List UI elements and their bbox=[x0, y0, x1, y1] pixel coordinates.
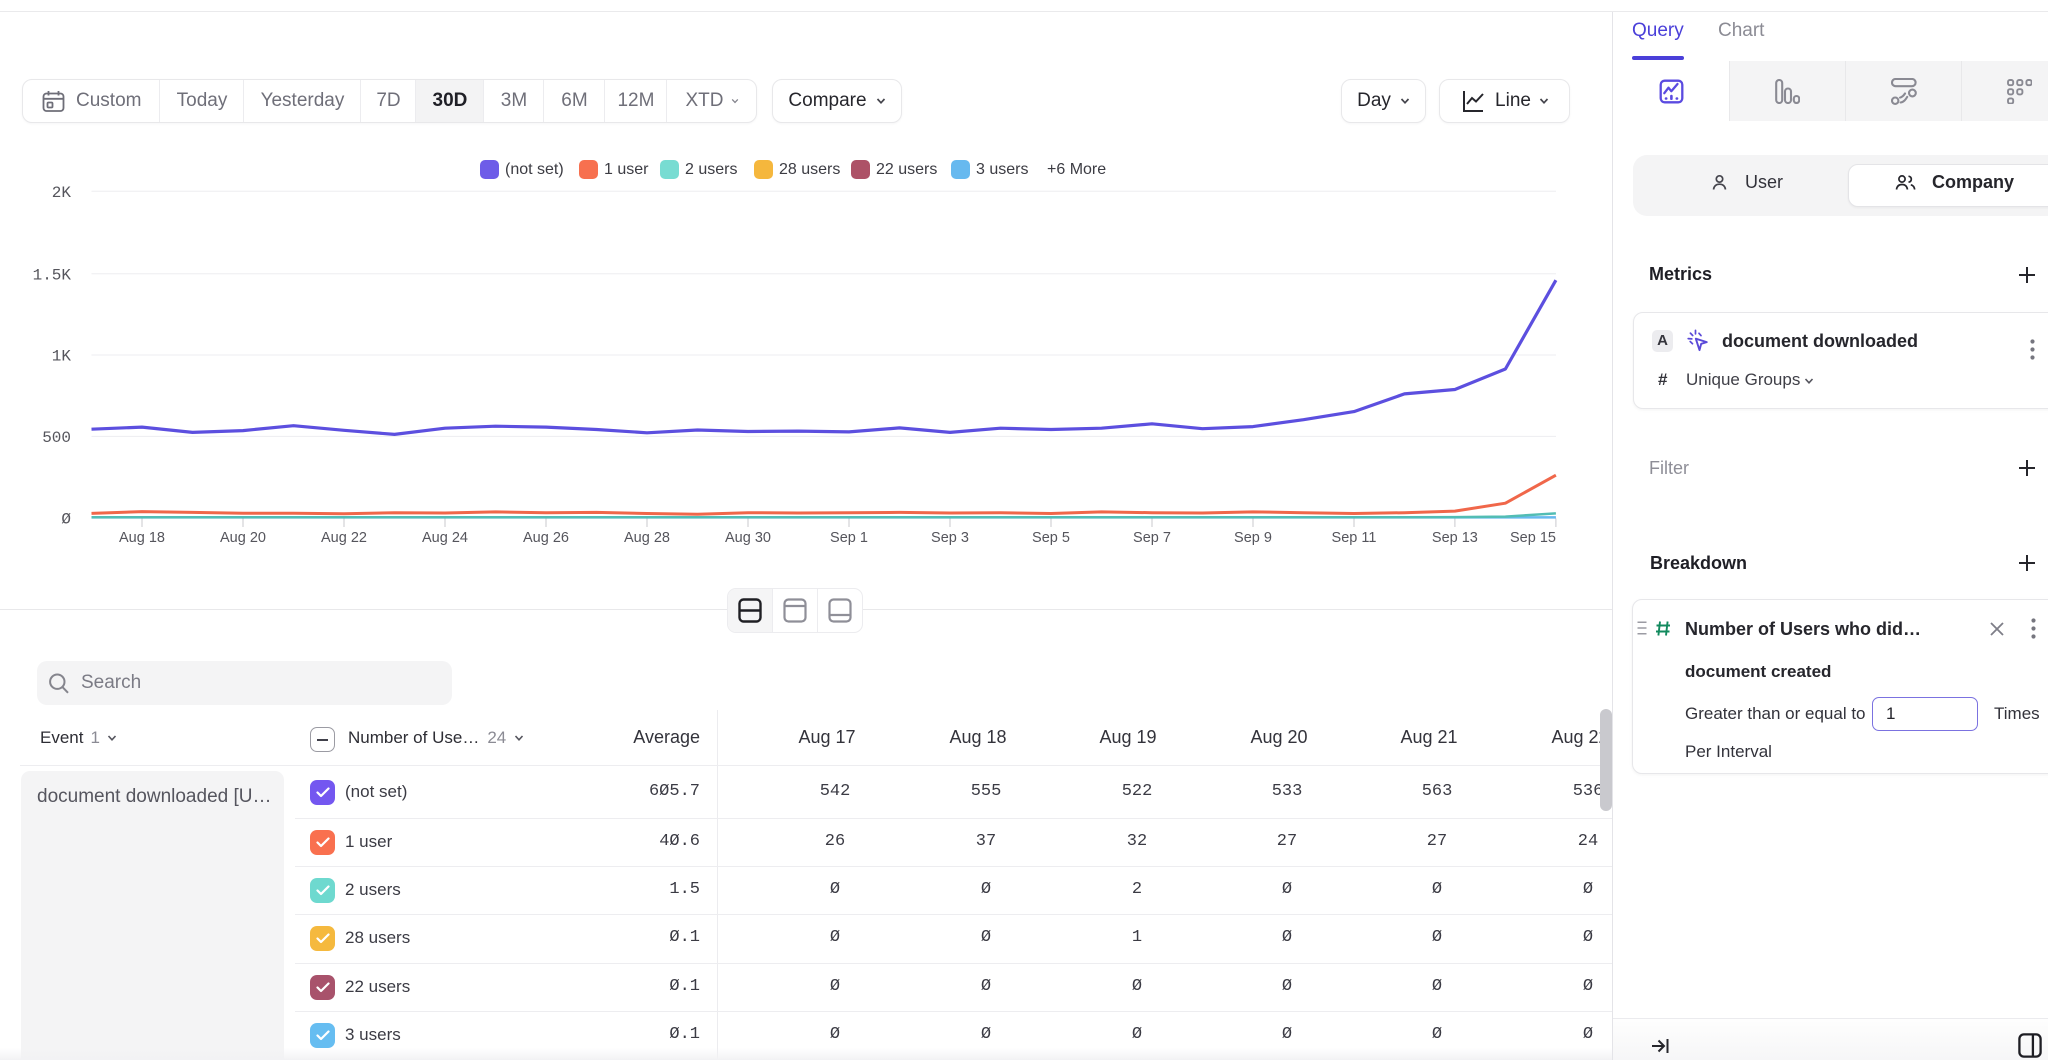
svg-text:1K: 1K bbox=[52, 348, 72, 366]
svg-text:Aug 22: Aug 22 bbox=[321, 530, 367, 546]
svg-text:Aug 18: Aug 18 bbox=[119, 530, 165, 546]
svg-text:Sep 5: Sep 5 bbox=[1032, 530, 1070, 546]
svg-text:Aug 30: Aug 30 bbox=[725, 530, 771, 546]
svg-text:Ø: Ø bbox=[61, 510, 71, 528]
svg-text:2K: 2K bbox=[52, 184, 72, 202]
svg-text:Sep 13: Sep 13 bbox=[1432, 530, 1478, 546]
svg-text:Sep 11: Sep 11 bbox=[1332, 530, 1377, 546]
svg-text:Aug 28: Aug 28 bbox=[624, 530, 670, 546]
svg-text:Sep 1: Sep 1 bbox=[830, 530, 868, 546]
svg-text:1.5K: 1.5K bbox=[33, 266, 72, 284]
svg-text:500: 500 bbox=[42, 429, 71, 447]
svg-text:Aug 20: Aug 20 bbox=[220, 530, 266, 546]
svg-text:Aug 24: Aug 24 bbox=[422, 530, 468, 546]
svg-text:Sep 9: Sep 9 bbox=[1234, 530, 1272, 546]
svg-text:Sep 7: Sep 7 bbox=[1133, 530, 1171, 546]
svg-text:Sep 3: Sep 3 bbox=[931, 530, 969, 546]
svg-text:Sep 15: Sep 15 bbox=[1510, 530, 1556, 546]
svg-text:Aug 26: Aug 26 bbox=[523, 530, 569, 546]
